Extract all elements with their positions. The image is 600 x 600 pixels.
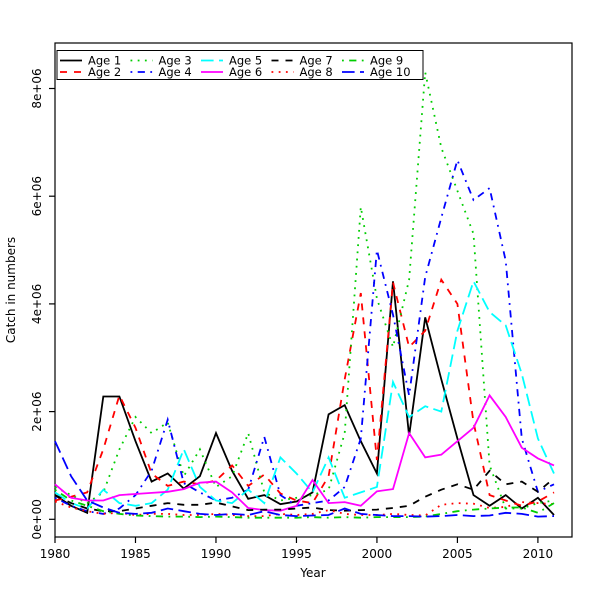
x-axis-tick-label: 1980 — [40, 547, 71, 561]
y-axis-tick-label: 0e+00 — [30, 499, 44, 539]
legend-label-age-1: Age 1 — [88, 54, 121, 68]
legend-label-age-8: Age 8 — [300, 65, 333, 79]
x-axis-tick-label: 2010 — [523, 547, 554, 561]
series-line-age-9 — [54, 488, 555, 519]
y-axis-tick-label: 8e+06 — [30, 68, 44, 108]
x-axis-tick-label: 1985 — [120, 547, 151, 561]
legend-label-age-7: Age 7 — [300, 54, 333, 68]
legend-box — [56, 50, 424, 80]
y-axis-tick-label: 4e+06 — [30, 284, 44, 324]
y-axis-title: Catch in numbers — [4, 237, 18, 343]
x-axis-tick-label: 2005 — [442, 547, 473, 561]
y-axis-tick-label: 6e+06 — [30, 176, 44, 216]
x-axis-tick-label: 1990 — [201, 547, 232, 561]
legend-label-age-2: Age 2 — [88, 65, 121, 79]
plot-box — [54, 42, 573, 538]
y-axis-tick-label: 2e+06 — [30, 391, 44, 431]
series-line-age-5 — [54, 278, 555, 510]
series-line-age-6 — [54, 393, 555, 512]
legend-label-age-3: Age 3 — [159, 54, 192, 68]
series-line-age-2 — [54, 277, 555, 507]
legend-label-age-9: Age 9 — [370, 54, 403, 68]
x-axis-tick-label: 1995 — [281, 547, 312, 561]
series-line-age-4 — [54, 157, 555, 515]
legend-label-age-10: Age 10 — [370, 65, 411, 79]
legend-label-age-6: Age 6 — [229, 65, 262, 79]
legend-label-age-4: Age 4 — [159, 65, 192, 79]
series-line-age-1 — [54, 281, 555, 516]
x-axis-tick-label: 2000 — [362, 547, 393, 561]
series-line-age-10 — [54, 440, 555, 518]
x-axis-title: Year — [299, 566, 325, 580]
plot-area: 1980 1985 1990 1995 2000 2005 2010 0e+00 2e+06 4e… — [30, 42, 573, 561]
series-line-age-7 — [54, 469, 555, 513]
legend-label-age-5: Age 5 — [229, 54, 262, 68]
